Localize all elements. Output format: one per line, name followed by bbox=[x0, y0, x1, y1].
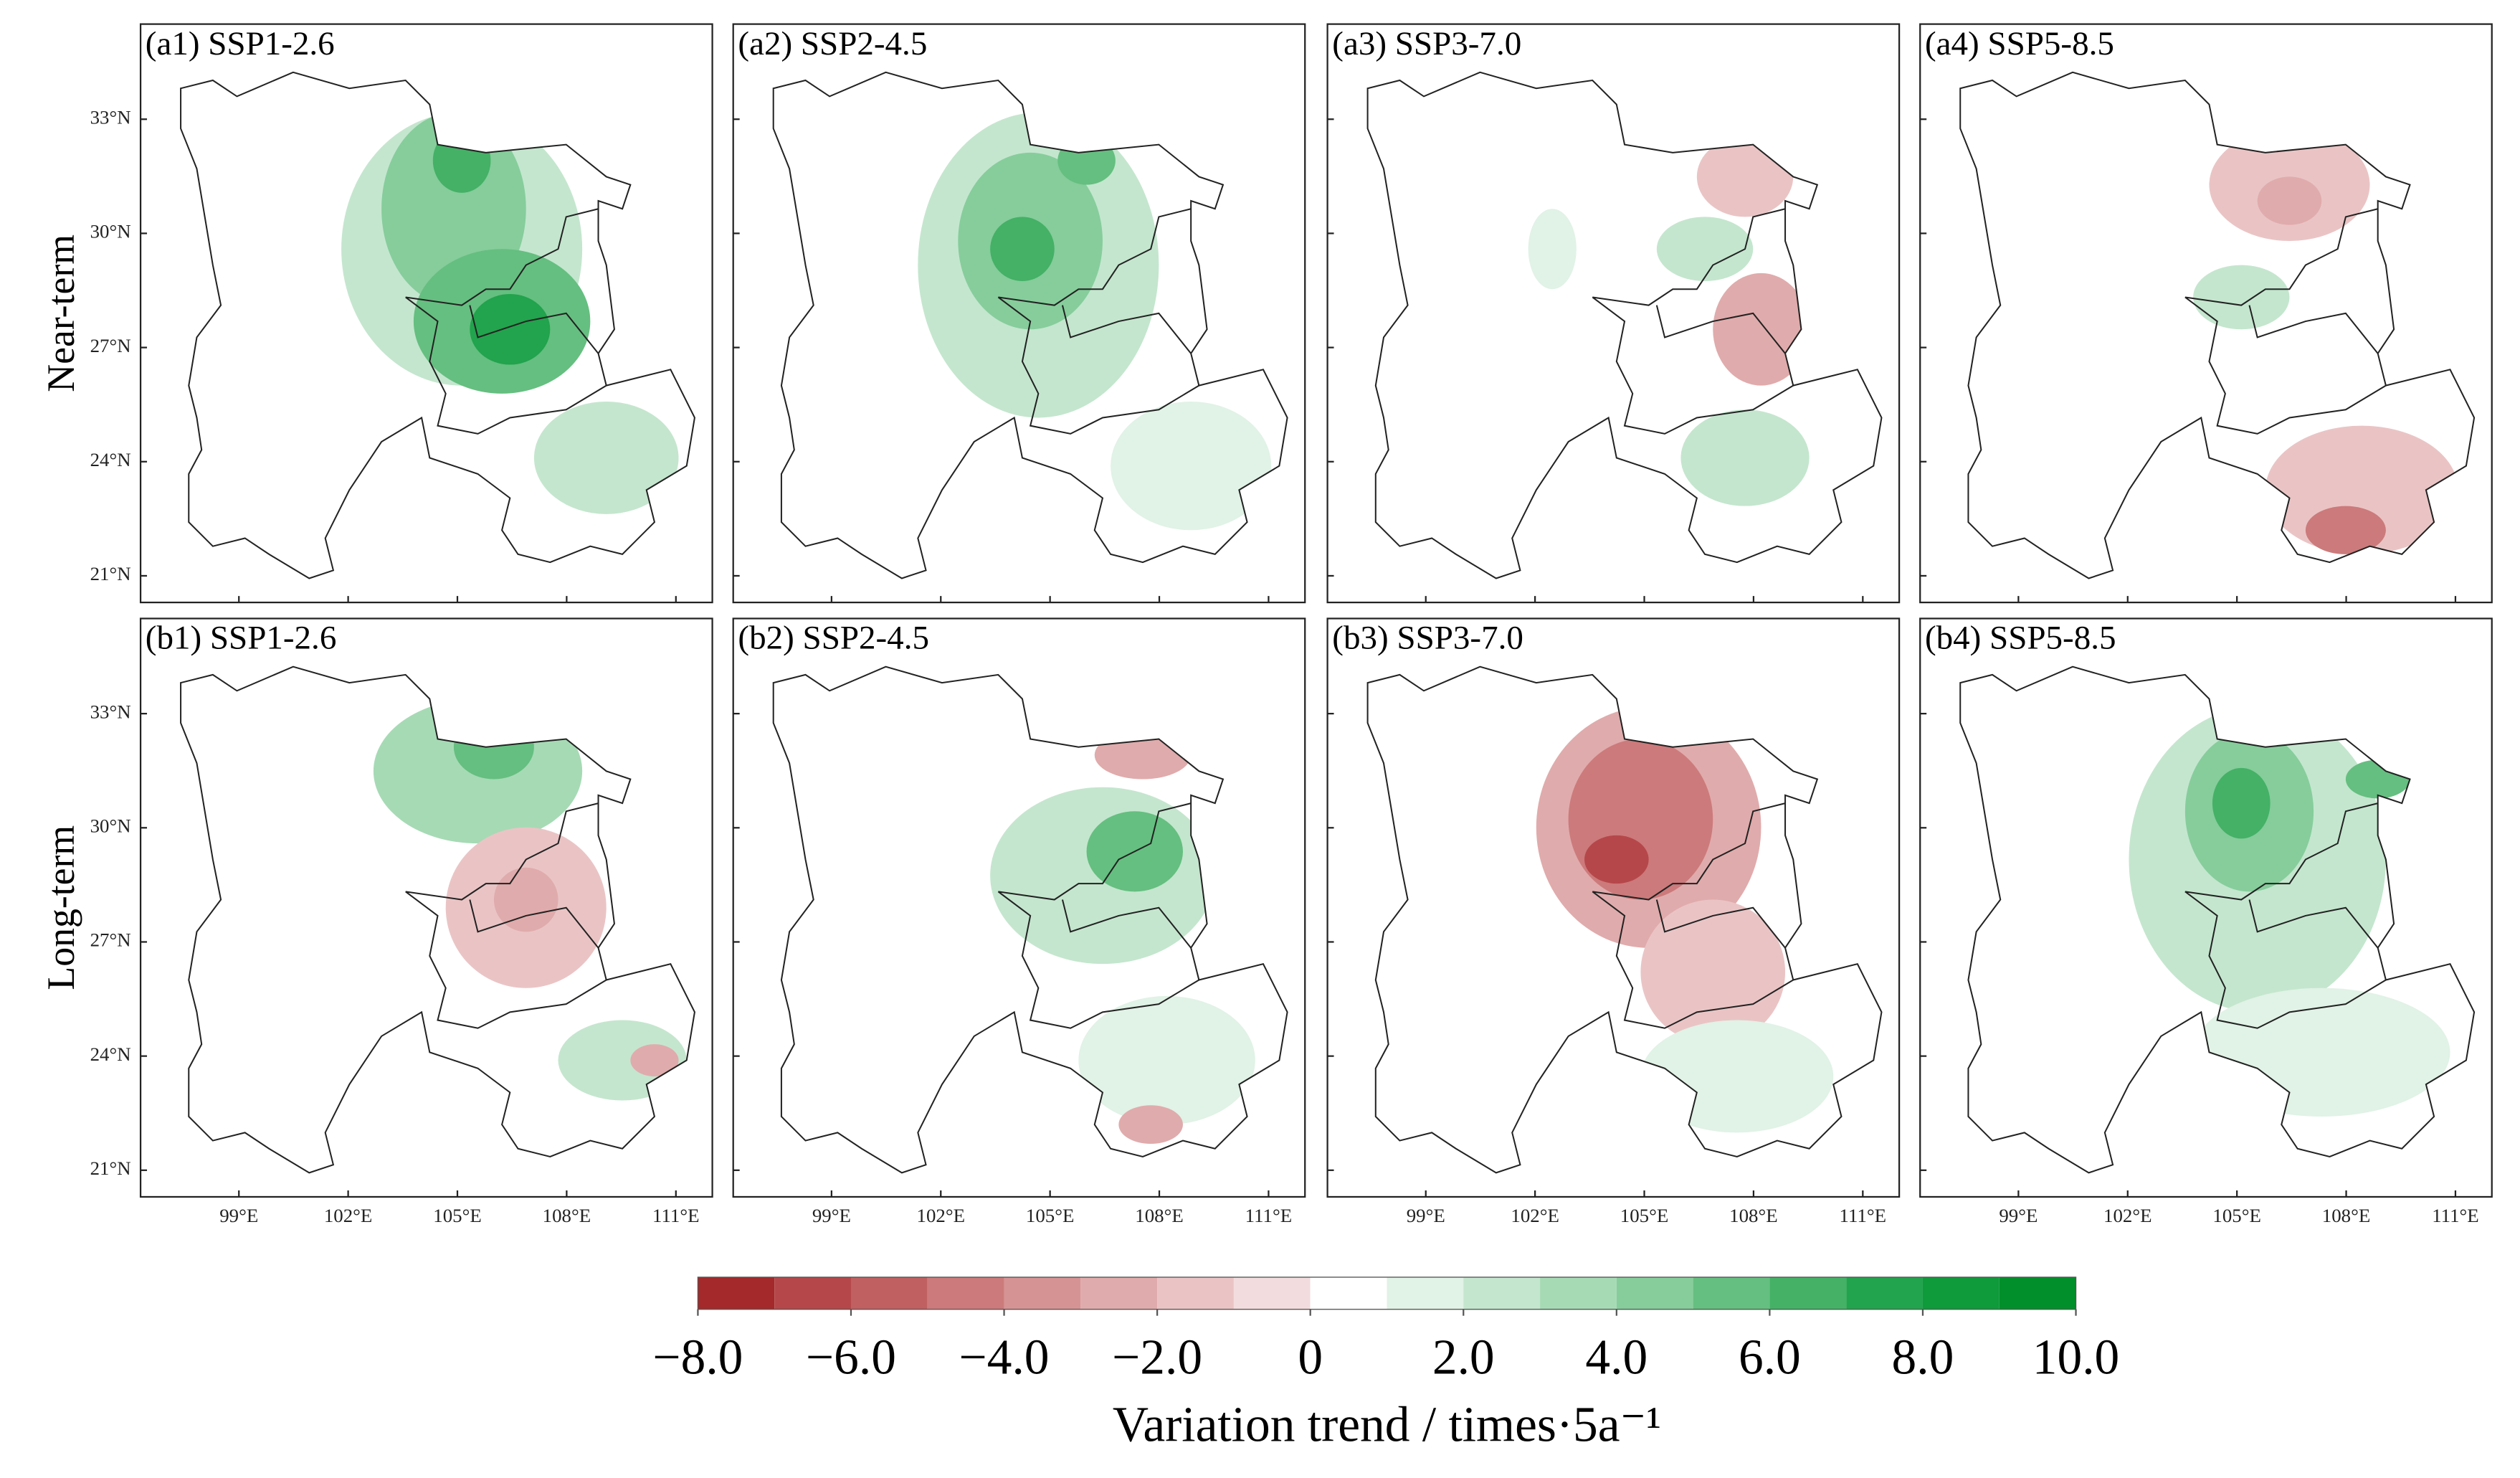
map-panel: (a2) SSP2-4.5 bbox=[732, 23, 1306, 604]
x-tick-label: 102°E bbox=[2103, 1205, 2151, 1226]
panel-label: (b2) SSP2-4.5 bbox=[738, 620, 929, 657]
colorbar-tick-label: 10.0 bbox=[2032, 1330, 2120, 1385]
x-tick-label: 102°E bbox=[324, 1205, 372, 1226]
colorbar-tick-label: 4.0 bbox=[1585, 1330, 1647, 1385]
colorbar: −8.0 −6.0 −4.0 −2.0 0 2.0 4.0 6.0 8.0 10.0 bbox=[652, 1276, 2120, 1385]
x-tick-label: 99°E bbox=[219, 1205, 258, 1226]
colorbar-bin bbox=[1387, 1276, 1464, 1309]
y-tick-label: 21°N bbox=[90, 563, 131, 584]
colorbar-bin bbox=[1540, 1276, 1617, 1309]
colorbar-bin bbox=[698, 1276, 775, 1309]
y-tick-label: 27°N bbox=[90, 929, 131, 951]
province-outline bbox=[1366, 71, 1883, 579]
colorbar-tick-label: −4.0 bbox=[959, 1330, 1050, 1385]
field bbox=[990, 731, 1255, 1145]
x-tick-label: 108°E bbox=[1729, 1205, 1777, 1226]
panel-frame bbox=[1919, 23, 2493, 604]
field bbox=[1536, 706, 1834, 1133]
colorbar-bin bbox=[1769, 1276, 1847, 1309]
colorbar-bin bbox=[1080, 1276, 1158, 1309]
panel-frame bbox=[1919, 617, 2493, 1198]
colorbar-frame bbox=[697, 1276, 2077, 1310]
panel-frame bbox=[139, 23, 713, 604]
colorbar-bin bbox=[1693, 1276, 1770, 1309]
panels: (a1) SSP1-2.6 33°N 30°N 27°N 24°N 21°N (a2) S… bbox=[90, 23, 2493, 1226]
colorbar-tick-label: −6.0 bbox=[806, 1330, 896, 1385]
panel-label: (b1) SSP1-2.6 bbox=[146, 620, 337, 657]
colorbar-tick-label: 0 bbox=[1298, 1330, 1323, 1385]
map-panel: (b4) SSP5-8.5 99°E 102°E 105°E 108°E 111°E bbox=[1919, 617, 2493, 1226]
map-panel: (a1) SSP1-2.6 33°N 30°N 27°N 24°N 21°N bbox=[90, 23, 713, 604]
map-panel: (b3) SSP3-7.0 99°E 102°E 105°E 108°E 111°E bbox=[1326, 617, 1901, 1226]
panel-label: (a1) SSP1-2.6 bbox=[146, 25, 335, 62]
colorbar-bin bbox=[1922, 1276, 2000, 1309]
colorbar-bin bbox=[1310, 1276, 1387, 1309]
colorbar-bin bbox=[1157, 1276, 1234, 1309]
colorbar-tick-label: 8.0 bbox=[1892, 1330, 1954, 1385]
x-tick-label: 111°E bbox=[2432, 1205, 2478, 1226]
x-tick-label: 108°E bbox=[543, 1205, 591, 1226]
field bbox=[1528, 136, 1810, 506]
field bbox=[2193, 128, 2458, 554]
colorbar-tick-label: 2.0 bbox=[1432, 1330, 1495, 1385]
map-panel: (a3) SSP3-7.0 bbox=[1326, 23, 1901, 604]
x-tick-label: 99°E bbox=[1999, 1205, 2038, 1226]
colorbar-bin bbox=[1463, 1276, 1541, 1309]
row-label: Near-term bbox=[39, 235, 82, 392]
colorbar-tick-label: −2.0 bbox=[1112, 1330, 1202, 1385]
x-tick-label: 102°E bbox=[917, 1205, 965, 1226]
panel-frame bbox=[732, 617, 1306, 1198]
map-panel: (a4) SSP5-8.5 bbox=[1919, 23, 2493, 604]
panel-label: (a4) SSP5-8.5 bbox=[1925, 25, 2114, 62]
colorbar-bin bbox=[1999, 1276, 2076, 1309]
x-tick-label: 111°E bbox=[1245, 1205, 1292, 1226]
x-tick-label: 105°E bbox=[1620, 1205, 1668, 1226]
field bbox=[373, 698, 687, 1101]
y-tick-label: 27°N bbox=[90, 335, 131, 356]
field bbox=[918, 112, 1272, 531]
panel-frame bbox=[1326, 23, 1901, 604]
panel-label: (a3) SSP3-7.0 bbox=[1332, 25, 1521, 62]
x-tick-label: 108°E bbox=[2322, 1205, 2370, 1226]
x-tick-label: 99°E bbox=[812, 1205, 851, 1226]
y-tick-label: 21°N bbox=[90, 1157, 131, 1179]
y-tick-label: 24°N bbox=[90, 1043, 131, 1065]
y-tick-label: 24°N bbox=[90, 449, 131, 470]
panel-frame bbox=[139, 617, 713, 1198]
x-tick-label: 111°E bbox=[1840, 1205, 1886, 1226]
colorbar-tick-label: 6.0 bbox=[1739, 1330, 1801, 1385]
x-tick-label: 105°E bbox=[2212, 1205, 2260, 1226]
field bbox=[2129, 706, 2450, 1117]
y-tick-label: 30°N bbox=[90, 221, 131, 242]
x-tick-label: 105°E bbox=[433, 1205, 481, 1226]
y-tick-label: 33°N bbox=[90, 701, 131, 722]
colorbar-bin bbox=[1616, 1276, 1693, 1309]
colorbar-bin bbox=[850, 1276, 928, 1309]
field bbox=[341, 112, 679, 514]
panel-label: (b3) SSP3-7.0 bbox=[1332, 620, 1523, 657]
map-panel: (b2) SSP2-4.5 99°E 102°E 105°E 108°E 111°E bbox=[732, 617, 1306, 1226]
colorbar-tick-label: −8.0 bbox=[652, 1330, 743, 1385]
x-tick-label: 99°E bbox=[1407, 1205, 1445, 1226]
x-tick-label: 108°E bbox=[1135, 1205, 1183, 1226]
colorbar-bin bbox=[1233, 1276, 1311, 1309]
panel-frame bbox=[1326, 617, 1901, 1198]
panel-label: (b4) SSP5-8.5 bbox=[1925, 620, 2116, 657]
colorbar-bin bbox=[1004, 1276, 1081, 1309]
x-tick-label: 102°E bbox=[1511, 1205, 1559, 1226]
row-label: Long-term bbox=[39, 825, 82, 990]
colorbar-bin bbox=[774, 1276, 851, 1309]
colorbar-label: Variation trend / times·5a⁻¹ bbox=[1113, 1398, 1661, 1453]
x-tick-label: 105°E bbox=[1026, 1205, 1074, 1226]
panel-label: (a2) SSP2-4.5 bbox=[738, 25, 927, 62]
colorbar-bin bbox=[927, 1276, 1004, 1309]
colorbar-bin bbox=[1846, 1276, 1923, 1309]
y-tick-label: 33°N bbox=[90, 106, 131, 128]
x-tick-label: 111°E bbox=[652, 1205, 699, 1226]
map-panel: (b1) SSP1-2.6 99°E 102°E 105°E 108°E 111°E 33°… bbox=[90, 617, 713, 1226]
panel-frame bbox=[732, 23, 1306, 604]
y-tick-label: 30°N bbox=[90, 815, 131, 836]
